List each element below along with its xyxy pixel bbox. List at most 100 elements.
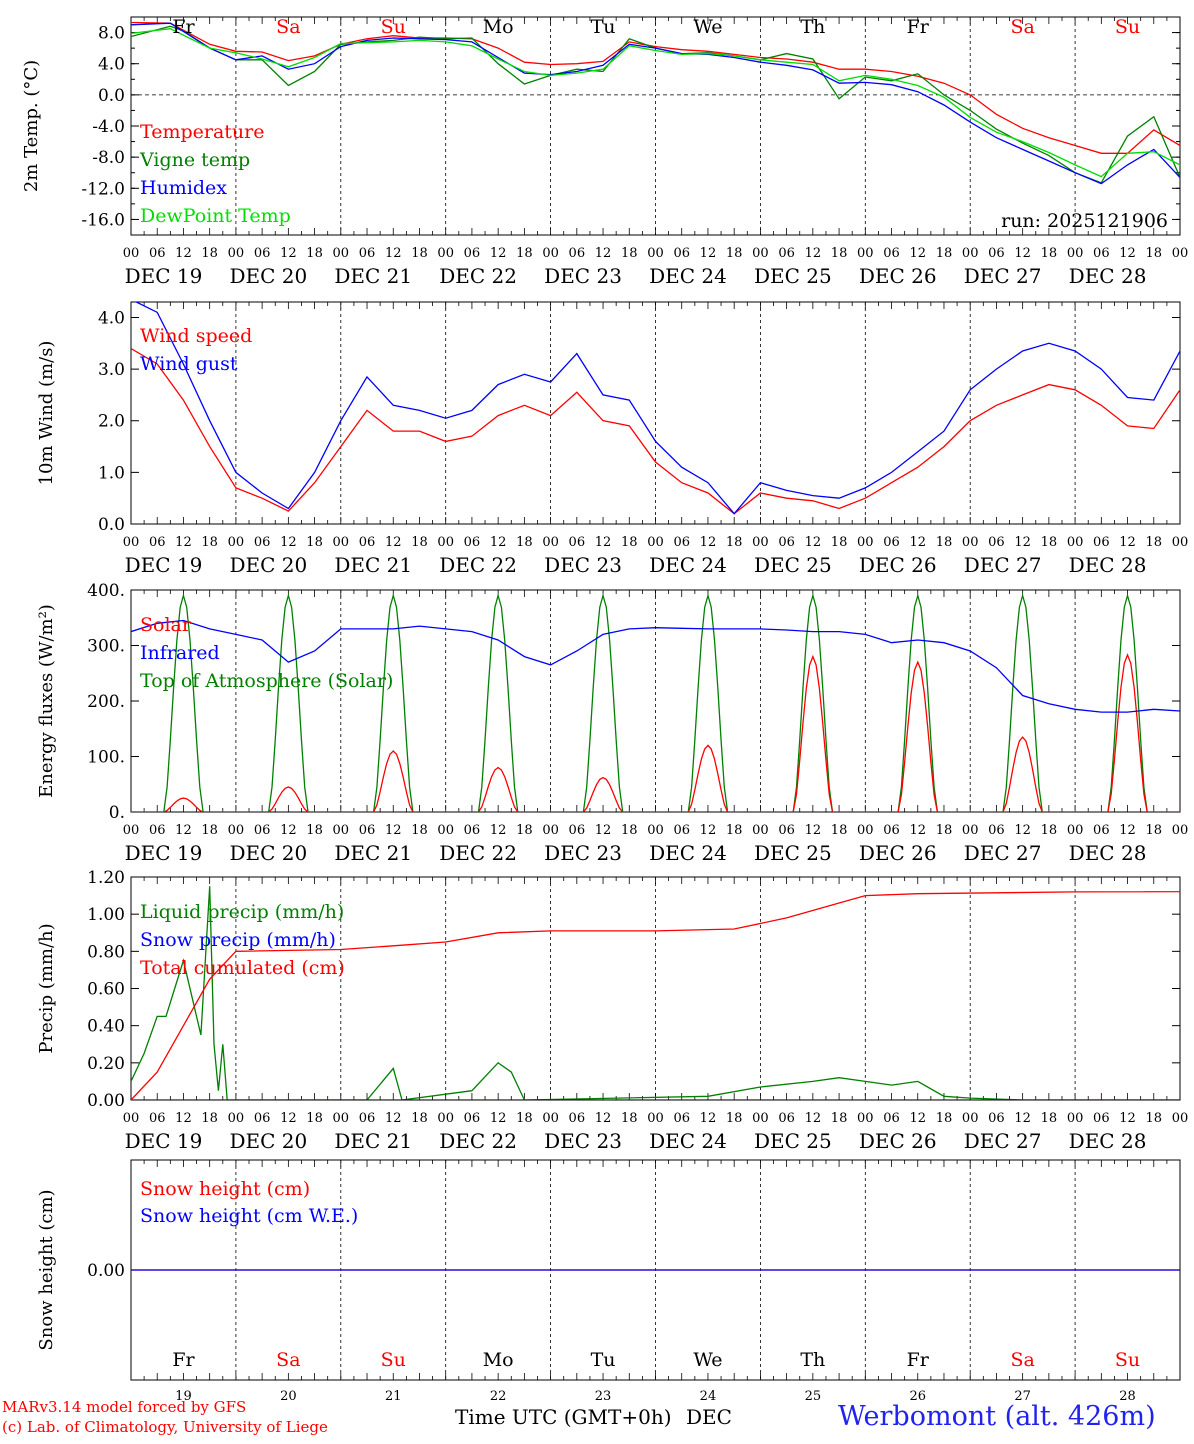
day-number: 21 bbox=[385, 1389, 402, 1404]
date-label: DEC 27 bbox=[964, 1129, 1042, 1153]
time-axis-label: Time UTC (GMT+0h) bbox=[455, 1405, 672, 1429]
hour-tick-label: 12 bbox=[385, 246, 402, 261]
hour-tick-label: 06 bbox=[569, 823, 586, 838]
date-label: DEC 25 bbox=[754, 841, 832, 865]
hour-tick-label: 00 bbox=[962, 823, 979, 838]
day-number: 24 bbox=[700, 1389, 717, 1404]
y-axis-title: 10m Wind (m/s) bbox=[36, 341, 57, 486]
hour-tick-label: 12 bbox=[1119, 823, 1136, 838]
y-tick-label: 4.0 bbox=[98, 55, 125, 75]
hour-tick-label: 06 bbox=[149, 246, 166, 261]
hour-tick-label: 00 bbox=[1067, 1111, 1084, 1126]
series-line-wind-gust bbox=[134, 302, 1180, 515]
date-label: DEC 21 bbox=[334, 553, 412, 577]
hour-tick-label: 00 bbox=[437, 535, 454, 550]
hour-tick-label: 00 bbox=[752, 1111, 769, 1126]
y-tick-label: 2.0 bbox=[98, 412, 125, 432]
weekday-label: Su bbox=[381, 16, 406, 38]
day-number: 26 bbox=[909, 1389, 926, 1404]
legend-entry: Vigne temp bbox=[139, 149, 250, 171]
hour-tick-label: 06 bbox=[778, 823, 795, 838]
panel-3: 0. 100. 200. 300. 400. Energy fluxes (W/m²) So… bbox=[36, 581, 1189, 865]
hour-tick-label: 06 bbox=[1093, 823, 1110, 838]
hour-tick-label: 18 bbox=[936, 823, 953, 838]
date-label: DEC 24 bbox=[649, 841, 727, 865]
y-tick-label: 3.0 bbox=[98, 360, 125, 380]
hour-tick-label: 12 bbox=[175, 535, 192, 550]
legend-entry: Infrared bbox=[140, 642, 220, 664]
hour-tick-label: 00 bbox=[1172, 535, 1189, 550]
date-label: DEC 26 bbox=[859, 553, 937, 577]
hour-tick-label: 00 bbox=[1067, 535, 1084, 550]
hour-tick-label: 18 bbox=[411, 823, 428, 838]
hour-tick-label: 18 bbox=[306, 823, 323, 838]
hour-tick-label: 00 bbox=[752, 535, 769, 550]
hour-tick-label: 00 bbox=[542, 823, 559, 838]
y-tick-label: 400. bbox=[87, 581, 125, 601]
date-label: DEC 23 bbox=[544, 264, 622, 288]
hour-tick-label: 06 bbox=[464, 535, 481, 550]
hour-tick-label: 06 bbox=[673, 246, 690, 261]
legend-entry: Liquid precip (mm/h) bbox=[140, 901, 344, 923]
hour-tick-label: 18 bbox=[411, 1111, 428, 1126]
hour-tick-label: 00 bbox=[542, 535, 559, 550]
hour-tick-label: 06 bbox=[673, 823, 690, 838]
hour-tick-label: 06 bbox=[149, 1111, 166, 1126]
y-axis-title: Snow height (cm) bbox=[36, 1189, 57, 1350]
hour-tick-label: 18 bbox=[831, 1111, 848, 1126]
hour-tick-label: 06 bbox=[883, 535, 900, 550]
weekday-label: Su bbox=[1115, 16, 1140, 38]
day-number: 20 bbox=[280, 1389, 297, 1404]
hour-tick-label: 06 bbox=[1093, 1111, 1110, 1126]
hour-tick-label: 00 bbox=[647, 535, 664, 550]
hour-tick-label: 18 bbox=[831, 535, 848, 550]
date-label: DEC 22 bbox=[439, 1129, 517, 1153]
hour-tick-label: 12 bbox=[595, 246, 612, 261]
hour-tick-label: 06 bbox=[673, 535, 690, 550]
hour-tick-label: 00 bbox=[228, 823, 245, 838]
date-label: DEC 20 bbox=[229, 553, 307, 577]
date-label: DEC 28 bbox=[1069, 553, 1147, 577]
hour-tick-label: 00 bbox=[333, 823, 350, 838]
hour-tick-label: 00 bbox=[437, 1111, 454, 1126]
hour-tick-label: 06 bbox=[883, 823, 900, 838]
hour-tick-label: 06 bbox=[149, 535, 166, 550]
series-line-liquid-precip-mm-h- bbox=[131, 886, 1180, 1100]
hour-tick-label: 06 bbox=[988, 246, 1005, 261]
hour-tick-label: 12 bbox=[280, 535, 297, 550]
hour-tick-label: 12 bbox=[490, 1111, 507, 1126]
hour-tick-label: 12 bbox=[595, 1111, 612, 1126]
hour-tick-label: 18 bbox=[1041, 1111, 1058, 1126]
run-label: run: 2025121906 bbox=[1001, 210, 1168, 232]
hour-tick-label: 12 bbox=[1014, 246, 1031, 261]
legend-entry: Humidex bbox=[140, 177, 227, 199]
model-credit-line2: (c) Lab. of Climatology, University of L… bbox=[2, 1418, 328, 1436]
hour-tick-label: 18 bbox=[1146, 823, 1163, 838]
legend-entry: Solar bbox=[140, 614, 192, 636]
hour-tick-label: 18 bbox=[831, 246, 848, 261]
hour-tick-label: 18 bbox=[621, 535, 638, 550]
hour-tick-label: 00 bbox=[1172, 823, 1189, 838]
hour-tick-label: 00 bbox=[333, 246, 350, 261]
date-label: DEC 23 bbox=[544, 841, 622, 865]
hour-tick-label: 12 bbox=[909, 823, 926, 838]
y-tick-label: 0.00 bbox=[87, 1091, 125, 1111]
hour-tick-label: 18 bbox=[621, 1111, 638, 1126]
hour-tick-label: 18 bbox=[306, 535, 323, 550]
date-label: DEC 20 bbox=[229, 1129, 307, 1153]
date-label: DEC 24 bbox=[649, 553, 727, 577]
y-tick-label: 0.0 bbox=[98, 515, 125, 535]
weekday-label: We bbox=[693, 16, 722, 38]
hour-tick-label: 12 bbox=[909, 535, 926, 550]
date-label: DEC 27 bbox=[964, 553, 1042, 577]
hour-tick-label: 00 bbox=[857, 1111, 874, 1126]
y-tick-label: 1.20 bbox=[87, 868, 125, 888]
hour-tick-label: 12 bbox=[700, 246, 717, 261]
hour-tick-label: 06 bbox=[464, 1111, 481, 1126]
hour-tick-label: 00 bbox=[123, 1111, 140, 1126]
date-label: DEC 20 bbox=[229, 841, 307, 865]
hour-tick-label: 06 bbox=[359, 823, 376, 838]
y-tick-label: 0.00 bbox=[87, 1261, 125, 1281]
hour-tick-label: 06 bbox=[778, 1111, 795, 1126]
